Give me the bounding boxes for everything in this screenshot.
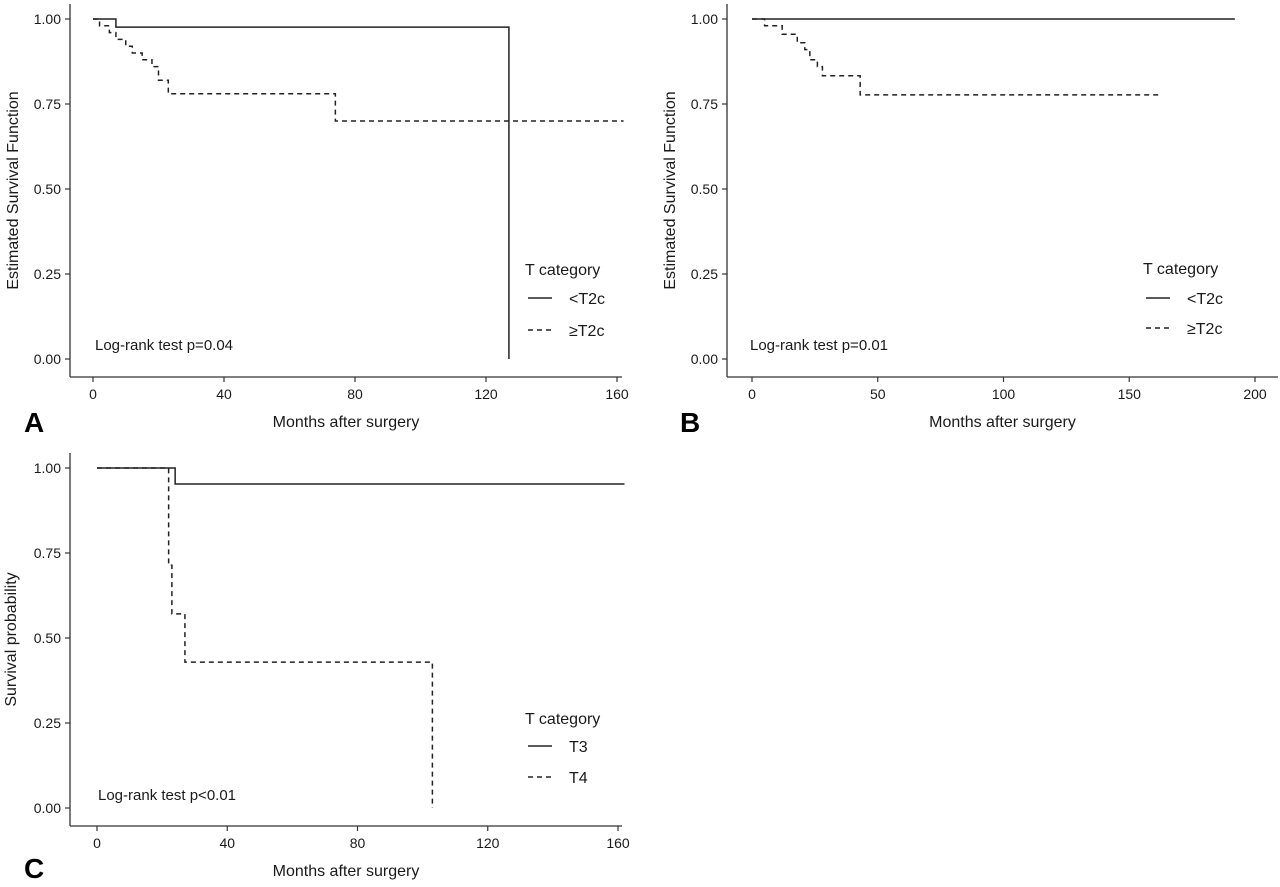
y-tick-label: 0.25 (691, 266, 718, 282)
legend-label: ≥T2c (1187, 321, 1222, 338)
y-tick-label: 0.75 (691, 96, 718, 112)
legend-title: T category (525, 711, 600, 728)
y-tick-label: 0.25 (34, 266, 61, 282)
y-axis-title: Estimated Survival Function (5, 91, 22, 289)
log-rank-annotation: Log-rank test p=0.04 (95, 337, 233, 354)
legend-title: T category (525, 262, 600, 279)
y-tick-label: 0.50 (691, 181, 718, 197)
series-line-dashed (93, 18, 624, 122)
x-axis-title: Months after surgery (929, 414, 1076, 431)
y-axis-title: Estimated Survival Function (662, 91, 679, 289)
x-tick-label: 150 (1118, 386, 1142, 402)
x-tick-label: 160 (605, 386, 629, 402)
x-tick-label: 0 (89, 386, 97, 402)
panel-letter: C (24, 853, 44, 882)
series-line-dashed (97, 467, 434, 808)
legend-label: T3 (569, 739, 588, 756)
y-tick-label: 0.50 (34, 630, 61, 646)
panel-letter: B (680, 407, 700, 438)
panel-a: 0.00 0.25 0.50 0.75 1.00 0 40 80 120 160 Months af… (5, 4, 629, 438)
x-tick-label: 40 (219, 835, 235, 851)
x-tick-label: 100 (992, 386, 1016, 402)
y-tick-label: 1.00 (34, 460, 61, 476)
x-tick-label: 160 (606, 835, 630, 851)
legend-title: T category (1143, 261, 1218, 278)
series-line-dashed (752, 18, 1162, 96)
y-tick-label: 0.75 (34, 545, 61, 561)
x-tick-label: 80 (350, 835, 366, 851)
y-tick-label: 1.00 (34, 11, 61, 27)
panel-c: 0.00 0.25 0.50 0.75 1.00 0 40 80 120 160 Months af… (3, 453, 630, 884)
x-tick-label: 120 (474, 386, 498, 402)
panel-b: 0.00 0.25 0.50 0.75 1.00 0 50 100 150 200 Months a… (662, 4, 1278, 438)
x-tick-label: 200 (1243, 386, 1267, 402)
legend-label: <T2c (569, 291, 605, 308)
y-tick-label: 0.00 (691, 351, 718, 367)
y-tick-label: 1.00 (691, 11, 718, 27)
series-line-solid (97, 467, 625, 485)
y-tick-label: 0.00 (34, 351, 61, 367)
x-axis-title: Months after surgery (273, 414, 420, 431)
x-tick-label: 50 (870, 386, 886, 402)
legend-label: <T2c (1187, 291, 1223, 308)
y-tick-label: 0.00 (34, 800, 61, 816)
legend-label: ≥T2c (569, 323, 604, 340)
panel-letter: A (24, 407, 44, 438)
y-tick-label: 0.25 (34, 715, 61, 731)
legend-label: T4 (569, 770, 588, 787)
y-tick-label: 0.50 (34, 181, 61, 197)
x-axis-title: Months after surgery (273, 863, 420, 880)
x-tick-label: 80 (347, 386, 363, 402)
x-tick-label: 0 (93, 835, 101, 851)
x-tick-label: 120 (476, 835, 500, 851)
y-axis-title: Survival probability (3, 572, 20, 706)
log-rank-annotation: Log-rank test p=0.01 (750, 337, 888, 354)
series-line-solid (93, 18, 510, 359)
x-tick-label: 40 (216, 386, 232, 402)
x-tick-label: 0 (748, 386, 756, 402)
log-rank-annotation: Log-rank test p<0.01 (98, 787, 236, 804)
y-tick-label: 0.75 (34, 96, 61, 112)
